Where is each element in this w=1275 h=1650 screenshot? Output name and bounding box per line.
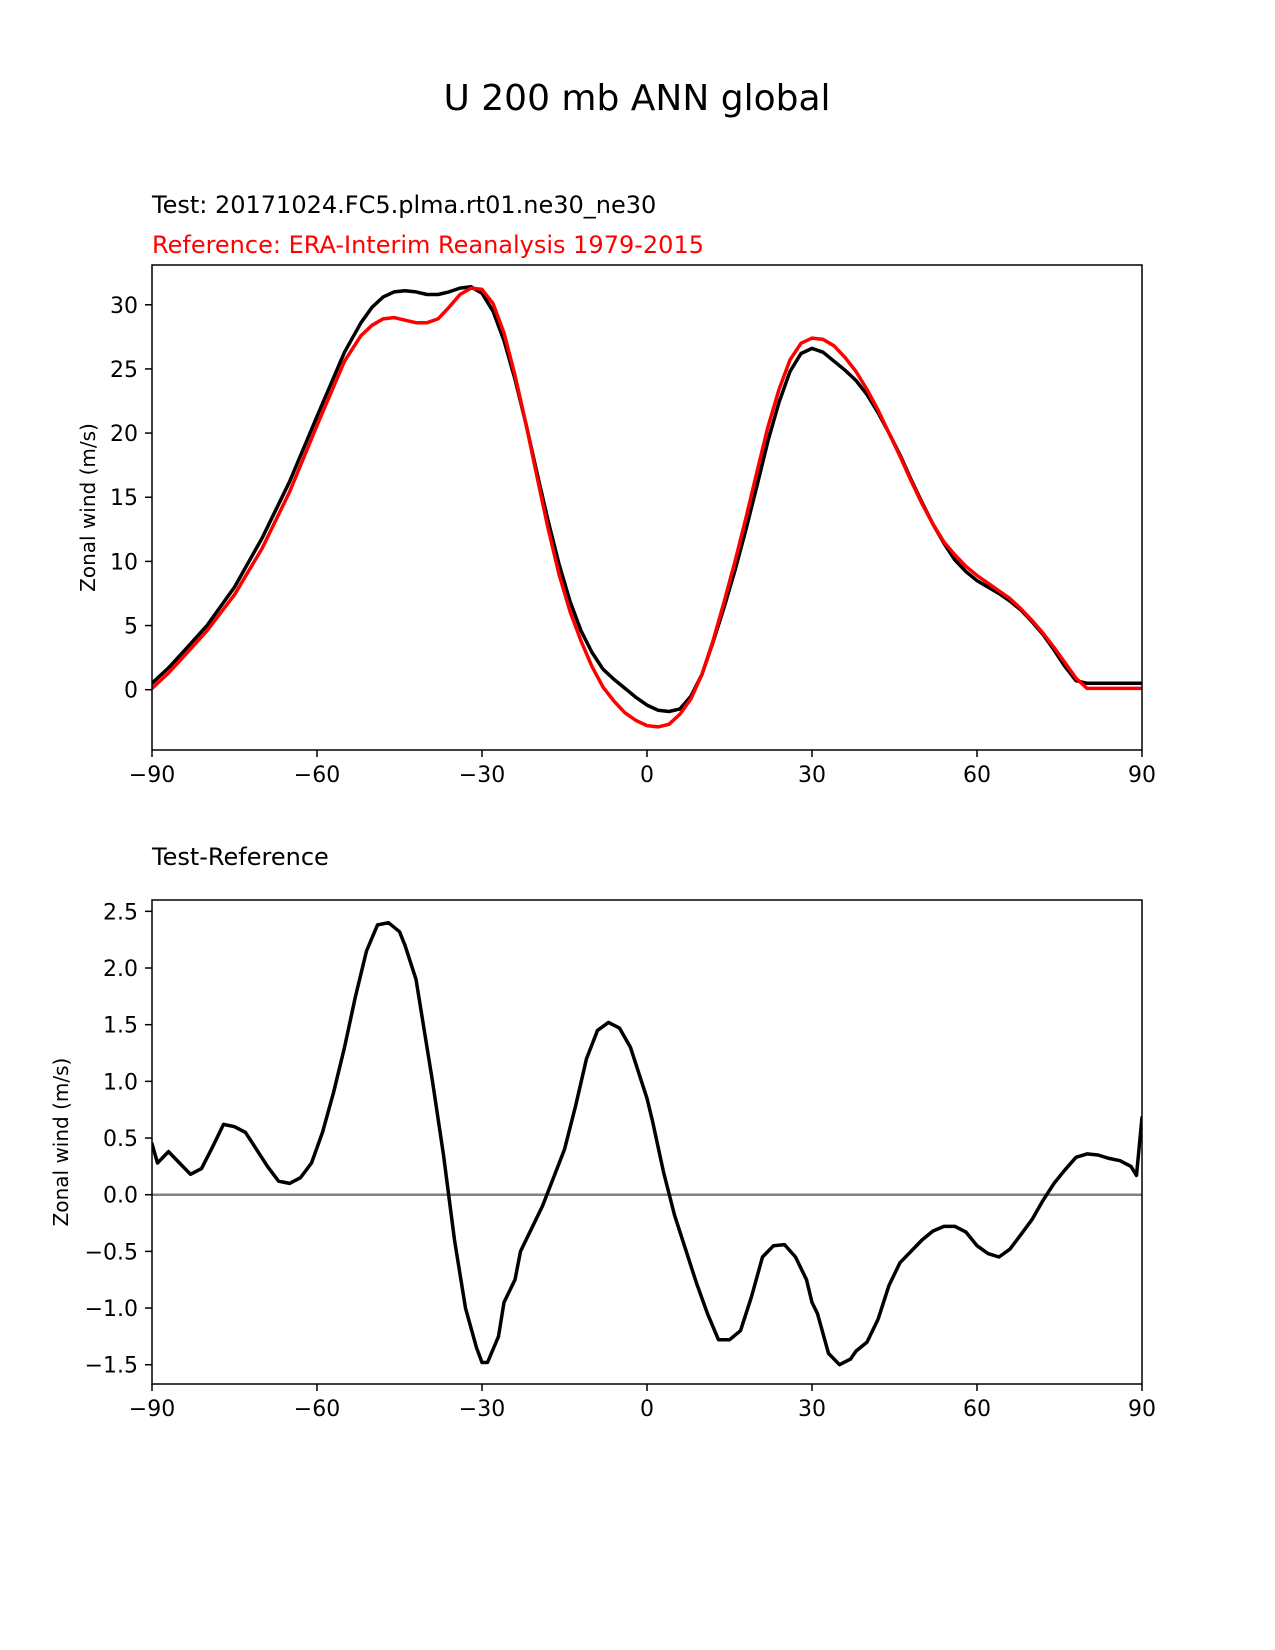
bottom-ytick-label: 2.0 <box>103 957 138 982</box>
top-xtick-label: −30 <box>459 763 505 788</box>
top-axes-frame <box>151 264 1143 751</box>
bottom-ytick-label: 0.5 <box>103 1127 138 1152</box>
test-label: Test: 20171024.FC5.plma.rt01.ne30_ne30 <box>151 191 656 219</box>
top-ytick-label: 30 <box>110 294 138 319</box>
top-xtick-label: 90 <box>1128 763 1156 788</box>
bottom-ytick-label: 0.0 <box>103 1184 138 1209</box>
top-xtick-label: 30 <box>798 763 826 788</box>
top-ytick-label: 25 <box>110 358 138 383</box>
bottom-chart: Test-Reference −90 −60 −30 0 30 60 90 −1.5 −1.0 −… <box>49 843 1156 1422</box>
bottom-ytick-label: −1.5 <box>85 1354 138 1379</box>
top-ylabel: Zonal wind (m/s) <box>76 423 100 592</box>
top-series-test-line <box>152 285 1142 714</box>
bottom-xtick-label: −30 <box>459 1397 505 1422</box>
bottom-xtick-label: −60 <box>294 1397 340 1422</box>
figure-title: U 200 mb ANN global <box>443 78 830 119</box>
bottom-ytick-label: 1.0 <box>103 1070 138 1095</box>
top-ytick-label: 0 <box>124 679 138 704</box>
bottom-ytick-label: −0.5 <box>85 1240 138 1265</box>
bottom-ytick-label: 2.5 <box>103 900 138 925</box>
top-ytick-label: 15 <box>110 486 138 511</box>
bottom-xtick-label: −90 <box>129 1397 175 1422</box>
bottom-xtick-label: 60 <box>963 1397 991 1422</box>
top-xtick-label: −90 <box>129 763 175 788</box>
bottom-ytick-label: 1.5 <box>103 1014 138 1039</box>
reference-label: Reference: ERA-Interim Reanalysis 1979-2… <box>152 231 704 259</box>
bottom-xtick-label: 30 <box>798 1397 826 1422</box>
bottom-axes-frame <box>151 899 1143 1385</box>
top-series-reference-line <box>152 286 1142 729</box>
difference-title: Test-Reference <box>151 843 329 871</box>
bottom-series-test-reference-line <box>152 920 1142 1367</box>
top-xtick-label: −60 <box>294 763 340 788</box>
bottom-ytick-label: −1.0 <box>85 1297 138 1322</box>
top-xtick-label: 0 <box>640 763 654 788</box>
bottom-xtick-label: 90 <box>1128 1397 1156 1422</box>
top-chart: Test: 20171024.FC5.plma.rt01.ne30_ne30 R… <box>76 191 1156 788</box>
bottom-ylabel: Zonal wind (m/s) <box>49 1058 73 1227</box>
top-xtick-label: 60 <box>963 763 991 788</box>
top-ytick-label: 5 <box>124 615 138 640</box>
top-ytick-label: 10 <box>110 550 138 575</box>
top-ytick-label: 20 <box>110 422 138 447</box>
bottom-xtick-label: 0 <box>640 1397 654 1422</box>
